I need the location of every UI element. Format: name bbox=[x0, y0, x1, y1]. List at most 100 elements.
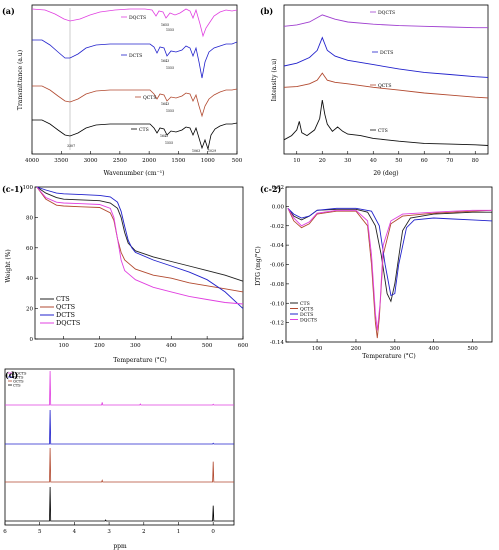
plot-frame bbox=[4, 368, 235, 526]
legend-qcts: QCTS bbox=[378, 83, 392, 89]
series-dcts-line bbox=[36, 186, 244, 309]
y-tick-label: -0.02 bbox=[270, 224, 284, 230]
x-ticks: 10 20 30 40 50 60 70 80 bbox=[293, 151, 479, 164]
y-tick-label: -0.06 bbox=[270, 263, 285, 269]
x-tick-label: 1000 bbox=[201, 158, 215, 164]
y-axis-label: DTG (mg/°C) bbox=[255, 246, 262, 285]
series-dcts-line bbox=[287, 207, 493, 297]
panel-c2: (c-2) 100 200 300 400 500 0.02 0.00 -0.02 -0.04 -… bbox=[252, 182, 499, 364]
panel-a: (a) 4000 3500 3000 2500 2000 1500 1000 500 Wave… bbox=[0, 0, 248, 180]
tga-chart: (c-1) 100 200 300 400 500 600 0 20 40 60 80 100 CTS… bbox=[2, 184, 249, 364]
plot-frame bbox=[31, 4, 238, 155]
x-tick-label: 70 bbox=[446, 158, 453, 164]
x-tick-label: 3500 bbox=[54, 158, 68, 164]
xrd-chart: (b) 10 20 30 40 50 60 70 80 DQCTS DCTS QCTS CTS 2θ… bbox=[260, 4, 489, 177]
annotation-1655: 1655 bbox=[161, 23, 169, 27]
y-tick-label: 100 bbox=[23, 185, 34, 191]
annotation-1643-cts: 1643 bbox=[160, 134, 168, 138]
x-tick-label: 30 bbox=[344, 158, 351, 164]
x-tick-label: 20 bbox=[319, 158, 326, 164]
y-tick-label: -0.10 bbox=[270, 301, 285, 307]
legend-cts: CTS bbox=[300, 301, 310, 307]
legend-dcts: DCTS bbox=[121, 53, 142, 59]
panel-b: (b) 10 20 30 40 50 60 70 80 DQCTS DCTS QCTS CTS 2θ… bbox=[252, 0, 499, 180]
y-tick-label: 20 bbox=[26, 307, 33, 313]
y-tick-label: -0.08 bbox=[270, 282, 285, 288]
y-tick-label: 0.02 bbox=[272, 185, 284, 191]
annotation-1029: 1029 bbox=[208, 149, 216, 153]
x-tick-label: 400 bbox=[166, 343, 177, 349]
x-tick-label: 1 bbox=[177, 529, 181, 535]
y-tick-label: -0.14 bbox=[270, 340, 285, 346]
y-tick-label: -0.12 bbox=[270, 321, 284, 327]
x-tick-label: 500 bbox=[467, 346, 478, 352]
x-axis-label: ppm bbox=[113, 543, 127, 550]
panel-d-label: (d) bbox=[5, 370, 18, 380]
legend-dcts: DCTS bbox=[300, 312, 313, 318]
ftir-chart: (a) 4000 3500 3000 2500 2000 1500 1000 500 Wave… bbox=[2, 4, 243, 177]
x-tick-label: 4 bbox=[73, 529, 77, 535]
x-tick-label: 400 bbox=[428, 346, 439, 352]
x-tick-label: 80 bbox=[472, 158, 479, 164]
x-tick-label: 5 bbox=[38, 529, 42, 535]
legend-cts: CTS bbox=[131, 127, 149, 133]
y-axis-label: Intensity (a.u) bbox=[271, 59, 278, 102]
x-axis-label: Temperature (°C) bbox=[362, 353, 416, 360]
svg-text:CTS: CTS bbox=[139, 127, 149, 133]
panel-c1-label: (c-1) bbox=[2, 184, 24, 194]
x-tick-label: 500 bbox=[202, 343, 213, 349]
y-tick-label: -0.04 bbox=[270, 243, 285, 249]
y-axis-label: Transmittance (a.u) bbox=[17, 50, 24, 110]
legend-qcts: QCTS bbox=[135, 95, 157, 101]
x-tick-label: 2500 bbox=[113, 158, 127, 164]
panel-c1: (c-1) 100 200 300 400 500 600 0 20 40 60 80 100 CTS… bbox=[0, 182, 250, 364]
legend-qcts: QCTS bbox=[13, 379, 24, 383]
legend-dcts: DCTS bbox=[380, 50, 393, 56]
annotation-3307: 3307 bbox=[67, 144, 75, 148]
legend-qcts: QCTS bbox=[300, 307, 314, 313]
x-tick-label: 300 bbox=[130, 343, 141, 349]
series-qcts-spectrum bbox=[5, 447, 234, 483]
x-ticks: 4000 3500 3000 2500 2000 1500 1000 500 bbox=[25, 151, 243, 164]
legend-dcts: DCTS bbox=[13, 375, 24, 379]
annotation-1063: 1063 bbox=[192, 149, 200, 153]
plot-frame bbox=[34, 186, 244, 340]
annotation-1555-dcts: 1555 bbox=[166, 66, 174, 70]
dtg-chart: (c-2) 100 200 300 400 500 0.02 0.00 -0.02 -0.04 -… bbox=[255, 184, 493, 360]
x-tick-label: 500 bbox=[232, 158, 243, 164]
series-dqcts-spectrum bbox=[5, 370, 234, 406]
annotation-1555-cts: 1555 bbox=[165, 141, 173, 145]
annotation-1555-qcts: 1555 bbox=[166, 109, 174, 113]
annotation-1555-dqcts: 1555 bbox=[166, 28, 174, 32]
y-axis-label: Weight (%) bbox=[5, 249, 12, 283]
y-tick-label: 80 bbox=[26, 215, 33, 221]
x-tick-label: 200 bbox=[351, 346, 362, 352]
annotation-1643-dcts: 1643 bbox=[161, 59, 169, 63]
legend-dqcts: DQCTS bbox=[121, 15, 146, 21]
series-cts-line bbox=[283, 100, 489, 146]
series-qcts-line bbox=[36, 186, 244, 293]
series-dqcts-line bbox=[36, 186, 244, 305]
legend-dcts: DCTS bbox=[56, 311, 75, 319]
svg-text:DCTS: DCTS bbox=[129, 53, 142, 59]
x-tick-label: 2 bbox=[142, 529, 146, 535]
series-dcts-line bbox=[32, 39, 237, 79]
series-cts-spectrum bbox=[5, 486, 234, 522]
x-tick-label: 200 bbox=[94, 343, 105, 349]
legend-dqcts: DQCTS bbox=[13, 371, 27, 375]
x-tick-label: 3 bbox=[107, 529, 111, 535]
x-tick-label: 6 bbox=[3, 529, 7, 535]
panel-b-label: (b) bbox=[260, 6, 273, 16]
x-tick-label: 2000 bbox=[142, 158, 156, 164]
x-tick-label: 600 bbox=[238, 343, 249, 349]
svg-text:DQCTS: DQCTS bbox=[129, 15, 146, 21]
annotation-1643-qcts: 1643 bbox=[161, 102, 169, 106]
x-tick-label: 10 bbox=[293, 158, 300, 164]
y-tick-label: 40 bbox=[26, 276, 33, 282]
series-cts-line bbox=[36, 186, 244, 282]
x-tick-label: 300 bbox=[390, 346, 401, 352]
x-tick-label: 4000 bbox=[25, 158, 39, 164]
legend-cts: CTS bbox=[378, 128, 388, 134]
plot-frame bbox=[283, 4, 489, 155]
x-tick-label: 40 bbox=[370, 158, 377, 164]
